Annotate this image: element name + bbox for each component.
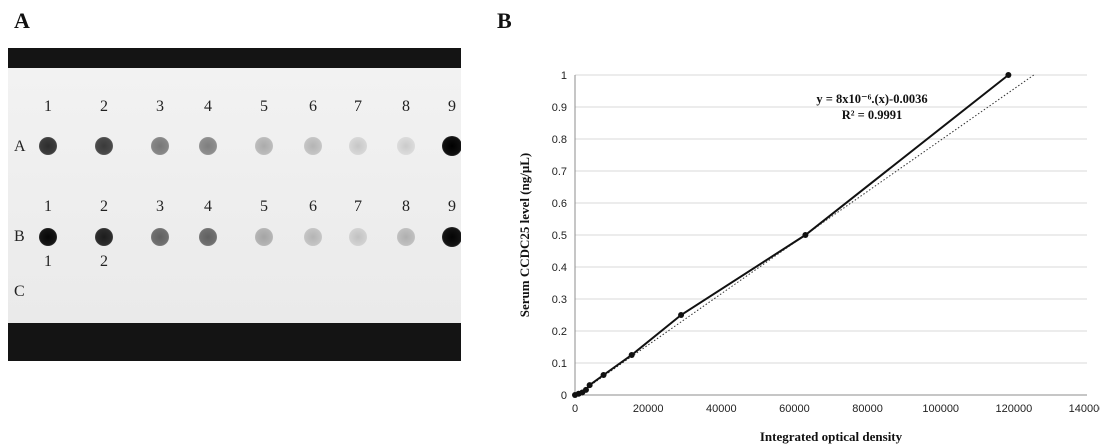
- column-number: 3: [156, 198, 164, 215]
- x-tick-label: 100000: [922, 403, 959, 415]
- blot-spot: [39, 137, 57, 155]
- blot-spot: [39, 228, 57, 246]
- x-tick-label: 20000: [633, 403, 664, 415]
- data-point: [678, 312, 685, 318]
- x-tick-label: 40000: [706, 403, 737, 415]
- blot-spot: [397, 137, 415, 155]
- blot-spot: [255, 137, 273, 155]
- y-tick-label: 0.1: [552, 358, 567, 370]
- blot-spot: [151, 137, 169, 155]
- standard-curve-chart: 0 0.1 0.2 0.3 0.4 0.5 0.6 0.7 0.8 0.9 1 0 20000 40000…: [517, 70, 1100, 444]
- column-number: 5: [260, 198, 268, 215]
- y-tick-label: 0.6: [552, 198, 567, 210]
- column-number: 1: [44, 198, 52, 215]
- row-label: B: [14, 228, 25, 245]
- column-number: 4: [204, 198, 212, 215]
- column-number: 4: [204, 98, 212, 115]
- column-number: 8: [402, 198, 410, 215]
- column-number: 7: [354, 198, 362, 215]
- blot-spot: [95, 228, 113, 246]
- data-point: [1005, 72, 1012, 78]
- row-label: A: [14, 138, 26, 155]
- column-number: 5: [260, 98, 268, 115]
- column-number: 1: [44, 98, 52, 115]
- x-tick-label: 60000: [779, 403, 810, 415]
- chart-axes: [574, 75, 1087, 396]
- column-number: 3: [156, 98, 164, 115]
- dot-blot-image: 1 2 3 4 5 6 7 8 9 1 2 3 4 5 6 7 8 9 A B C 1 2: [8, 48, 461, 361]
- data-point: [628, 352, 635, 358]
- x-tick-label: 80000: [852, 403, 883, 415]
- blot-spot: [442, 227, 461, 247]
- column-number: 8: [402, 98, 410, 115]
- x-axis-label: Integrated optical density: [760, 429, 903, 444]
- y-tick-label: 0.9: [552, 102, 567, 114]
- r-squared-label: R² = 0.9991: [842, 108, 903, 122]
- data-point: [586, 382, 593, 389]
- chart-series: [572, 72, 1012, 398]
- data-point: [600, 372, 607, 378]
- blot-bottom-band: [8, 323, 461, 361]
- column-number: 6: [309, 198, 317, 215]
- y-tick-label: 1: [561, 70, 567, 82]
- y-axis-label: Serum CCDC25 level (ng/μL): [517, 153, 532, 317]
- y-tick-label: 0.7: [552, 166, 567, 178]
- column-number: 9: [448, 198, 456, 215]
- data-point: [582, 386, 589, 393]
- column-number: 7: [354, 98, 362, 115]
- y-tick-label: 0.3: [552, 294, 567, 306]
- sub-label: 1: [44, 253, 52, 270]
- blot-spot: [349, 137, 367, 155]
- column-number: 6: [309, 98, 317, 115]
- blot-spot: [95, 137, 113, 155]
- column-number: 2: [100, 198, 108, 215]
- blot-spot: [199, 137, 217, 155]
- blot-spot: [349, 228, 367, 246]
- column-number: 2: [100, 98, 108, 115]
- panel-a-label: A: [14, 8, 30, 33]
- y-tick-label: 0.8: [552, 134, 567, 146]
- row-label: C: [14, 283, 25, 300]
- blot-spot: [255, 228, 273, 246]
- chart-grid: [575, 74, 1087, 364]
- y-tick-label: 0.5: [552, 230, 567, 242]
- x-tick-label: 140000: [1069, 403, 1100, 415]
- blot-spot: [151, 228, 169, 246]
- blot-spot: [304, 228, 322, 246]
- panel-b-label: B: [497, 8, 512, 33]
- chart-tick-labels: 0 0.1 0.2 0.3 0.4 0.5 0.6 0.7 0.8 0.9 1 0 20000 40000…: [552, 70, 1100, 415]
- y-tick-label: 0.4: [552, 262, 567, 274]
- regression-equation: y = 8x10⁻⁶.(x)-0.0036: [816, 92, 927, 106]
- x-tick-label: 120000: [995, 403, 1032, 415]
- sub-label: 2: [100, 253, 108, 270]
- blot-spot: [442, 136, 461, 156]
- column-number: 9: [448, 98, 456, 115]
- blot-spot: [199, 228, 217, 246]
- blot-membrane: [8, 68, 461, 323]
- blot-spot: [397, 228, 415, 246]
- data-point: [802, 232, 809, 238]
- y-tick-label: 0.2: [552, 326, 567, 338]
- blot-spot: [304, 137, 322, 155]
- x-tick-label: 0: [572, 403, 578, 415]
- blot-top-band: [8, 48, 461, 68]
- y-tick-label: 0: [561, 390, 567, 402]
